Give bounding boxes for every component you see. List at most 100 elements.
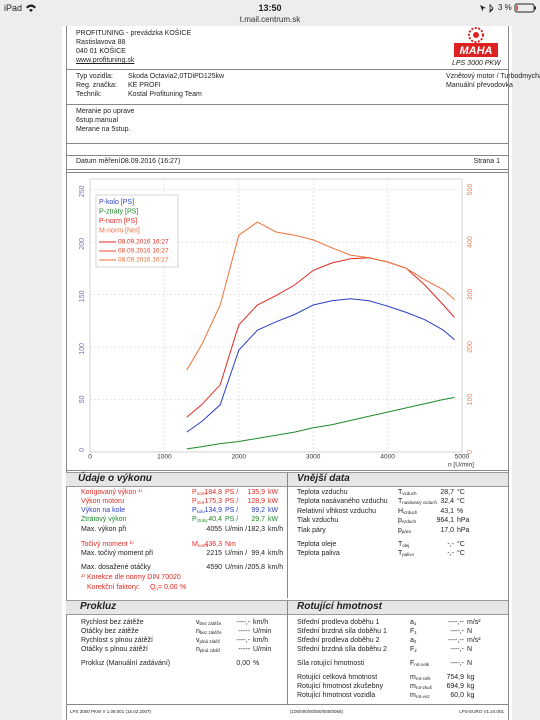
company-line: Rastislavova 88 [76,39,126,46]
symbol-index: vzduch [403,510,418,515]
x-axis-label: n [U/min] [448,462,474,469]
section-title: Prokluz [80,601,117,612]
symbol-index: bez zátěže [199,630,222,635]
symbol: nplná zátěž [196,646,220,655]
row-value: 436,3 [204,541,222,548]
row-label: Teplota paliva [297,550,340,557]
symbol-index: norm [196,491,207,496]
x-tick-label: 3000 [306,454,321,461]
row-unit: kW [268,489,279,496]
row-label: Střední brzdná síla doběhu 2 [297,646,387,653]
legend-entry: P-ztráty [PS] [99,208,138,215]
row-label: Max. dosažené otáčky [81,564,151,571]
symbol: Pkolo [192,507,205,516]
row-label: Teplota nasávaného vzduchu [297,498,388,505]
symbol-index: rot-zkuš [415,685,432,690]
gearbox: Manuální převodovka [446,82,513,89]
y-tick-label: 0 [79,448,86,452]
vehicle-value: Skoda Octavia2,0TDiPD125kw [128,73,225,80]
symbol-letter: H [398,508,404,515]
symbol: vbez zátěže [196,619,221,628]
row-label: Relativní vlhkost vzduchu [297,508,376,515]
row-unit: PS / [225,507,239,514]
vehicle-value: Kostal Profituning Team [128,91,202,98]
row-value: 43,1 [440,508,454,515]
symbol-letter: m [410,674,416,681]
symbol: Tolej [398,541,409,550]
row-unit: kW [268,507,279,514]
row-label: Výkon motoru [81,498,125,505]
symbol-index: kolo [196,509,205,514]
legend-entry: P-kolo [PS] [99,199,134,206]
row-label: Otáčky s plnou zátěží [81,646,148,653]
row-value: ----,- [450,646,464,653]
symbol-index: plná zátěž [199,648,221,653]
symbol-letter: T [398,550,403,557]
row-value: 135,9 [247,489,265,496]
row-unit: km/h [268,564,284,571]
symbol: mrot-voz [410,692,430,701]
row-label: Rotující hmotnost zkušebny [297,683,383,690]
symbol: Pnorm [192,489,207,498]
x-tick-label: 5000 [455,454,470,461]
url[interactable]: t.mail.centrum.sk [239,15,301,24]
row-value: 4055 [206,526,222,533]
x-tick-label: 0 [88,454,92,461]
y2-tick-label: 400 [467,236,474,248]
symbol-index: 1 [414,630,417,635]
section-title: Rotující hmotnost [297,601,382,612]
symbol-index: vzduch [401,519,417,524]
symbol-index: rot-voz [415,694,430,699]
vehicle-key: Reg. značka: [76,82,117,89]
row-unit: km/h [253,619,269,626]
row-value: 29,7 [251,516,265,523]
status-icons [480,4,494,13]
row-value: ----,- [450,628,464,635]
row-label: Rotující celková hmotnost [297,674,378,681]
battery-icon [514,3,536,13]
symbol: Pmot [192,498,204,507]
symbol-letter: p [398,527,402,534]
y2-tick-label: 200 [467,341,474,353]
row-unit: PS / [225,516,239,523]
row-value: 175,3 [204,498,222,505]
factor-unit: % [180,584,187,591]
rule [66,104,508,105]
symbol-letter: a [410,637,414,644]
section-title: Vnější data [297,473,350,484]
section-title: Údaje o výkonu [78,473,152,484]
row-unit: PS / [225,489,239,496]
symbol-letter: p [398,517,402,524]
row-label: Otáčky bez zátěže [81,628,139,635]
row-unit: % [457,508,464,515]
symbol-letter: T [398,541,403,548]
row-label: Střední prodleva doběhu 1 [297,619,380,626]
x-tick-label: 4000 [380,454,395,461]
company-line: PROFITUNING - prevádzka KOŠICE [76,30,192,37]
company-line: 040 01 KOŠICE [76,48,126,55]
symbol-letter: T [398,498,403,505]
logo-text: MAHA [460,45,493,57]
logo-emblem [473,32,479,38]
rule [66,169,508,170]
vehicle-value: KE PROFI [128,82,161,89]
row-label: Tlak páry [297,527,326,534]
row-value: 99,2 [251,507,265,514]
device: iPad [4,3,23,13]
x-tick-label: 2000 [232,454,247,461]
y2-tick-label: 0 [467,450,474,454]
y2-tick-label: 500 [467,184,474,196]
row-label: Prokluz (Manuální zadávání) [81,660,171,667]
symbol: Tvzduch [398,489,417,498]
symbol-letter: v [196,619,200,626]
row-value: ----,- [236,619,250,626]
page-number: Strana 1 [473,158,500,165]
x-tick-label: 1000 [157,454,172,461]
battery-level: 3 % [498,3,512,12]
row-label: Tlak vzduchu [297,517,339,524]
symbol-letter: P [192,516,197,523]
row-unit: PS / [225,498,239,505]
symbol: nbez zátěže [196,628,222,637]
symbol-index: pára [401,529,411,534]
row-value: 184,8 [204,489,222,496]
